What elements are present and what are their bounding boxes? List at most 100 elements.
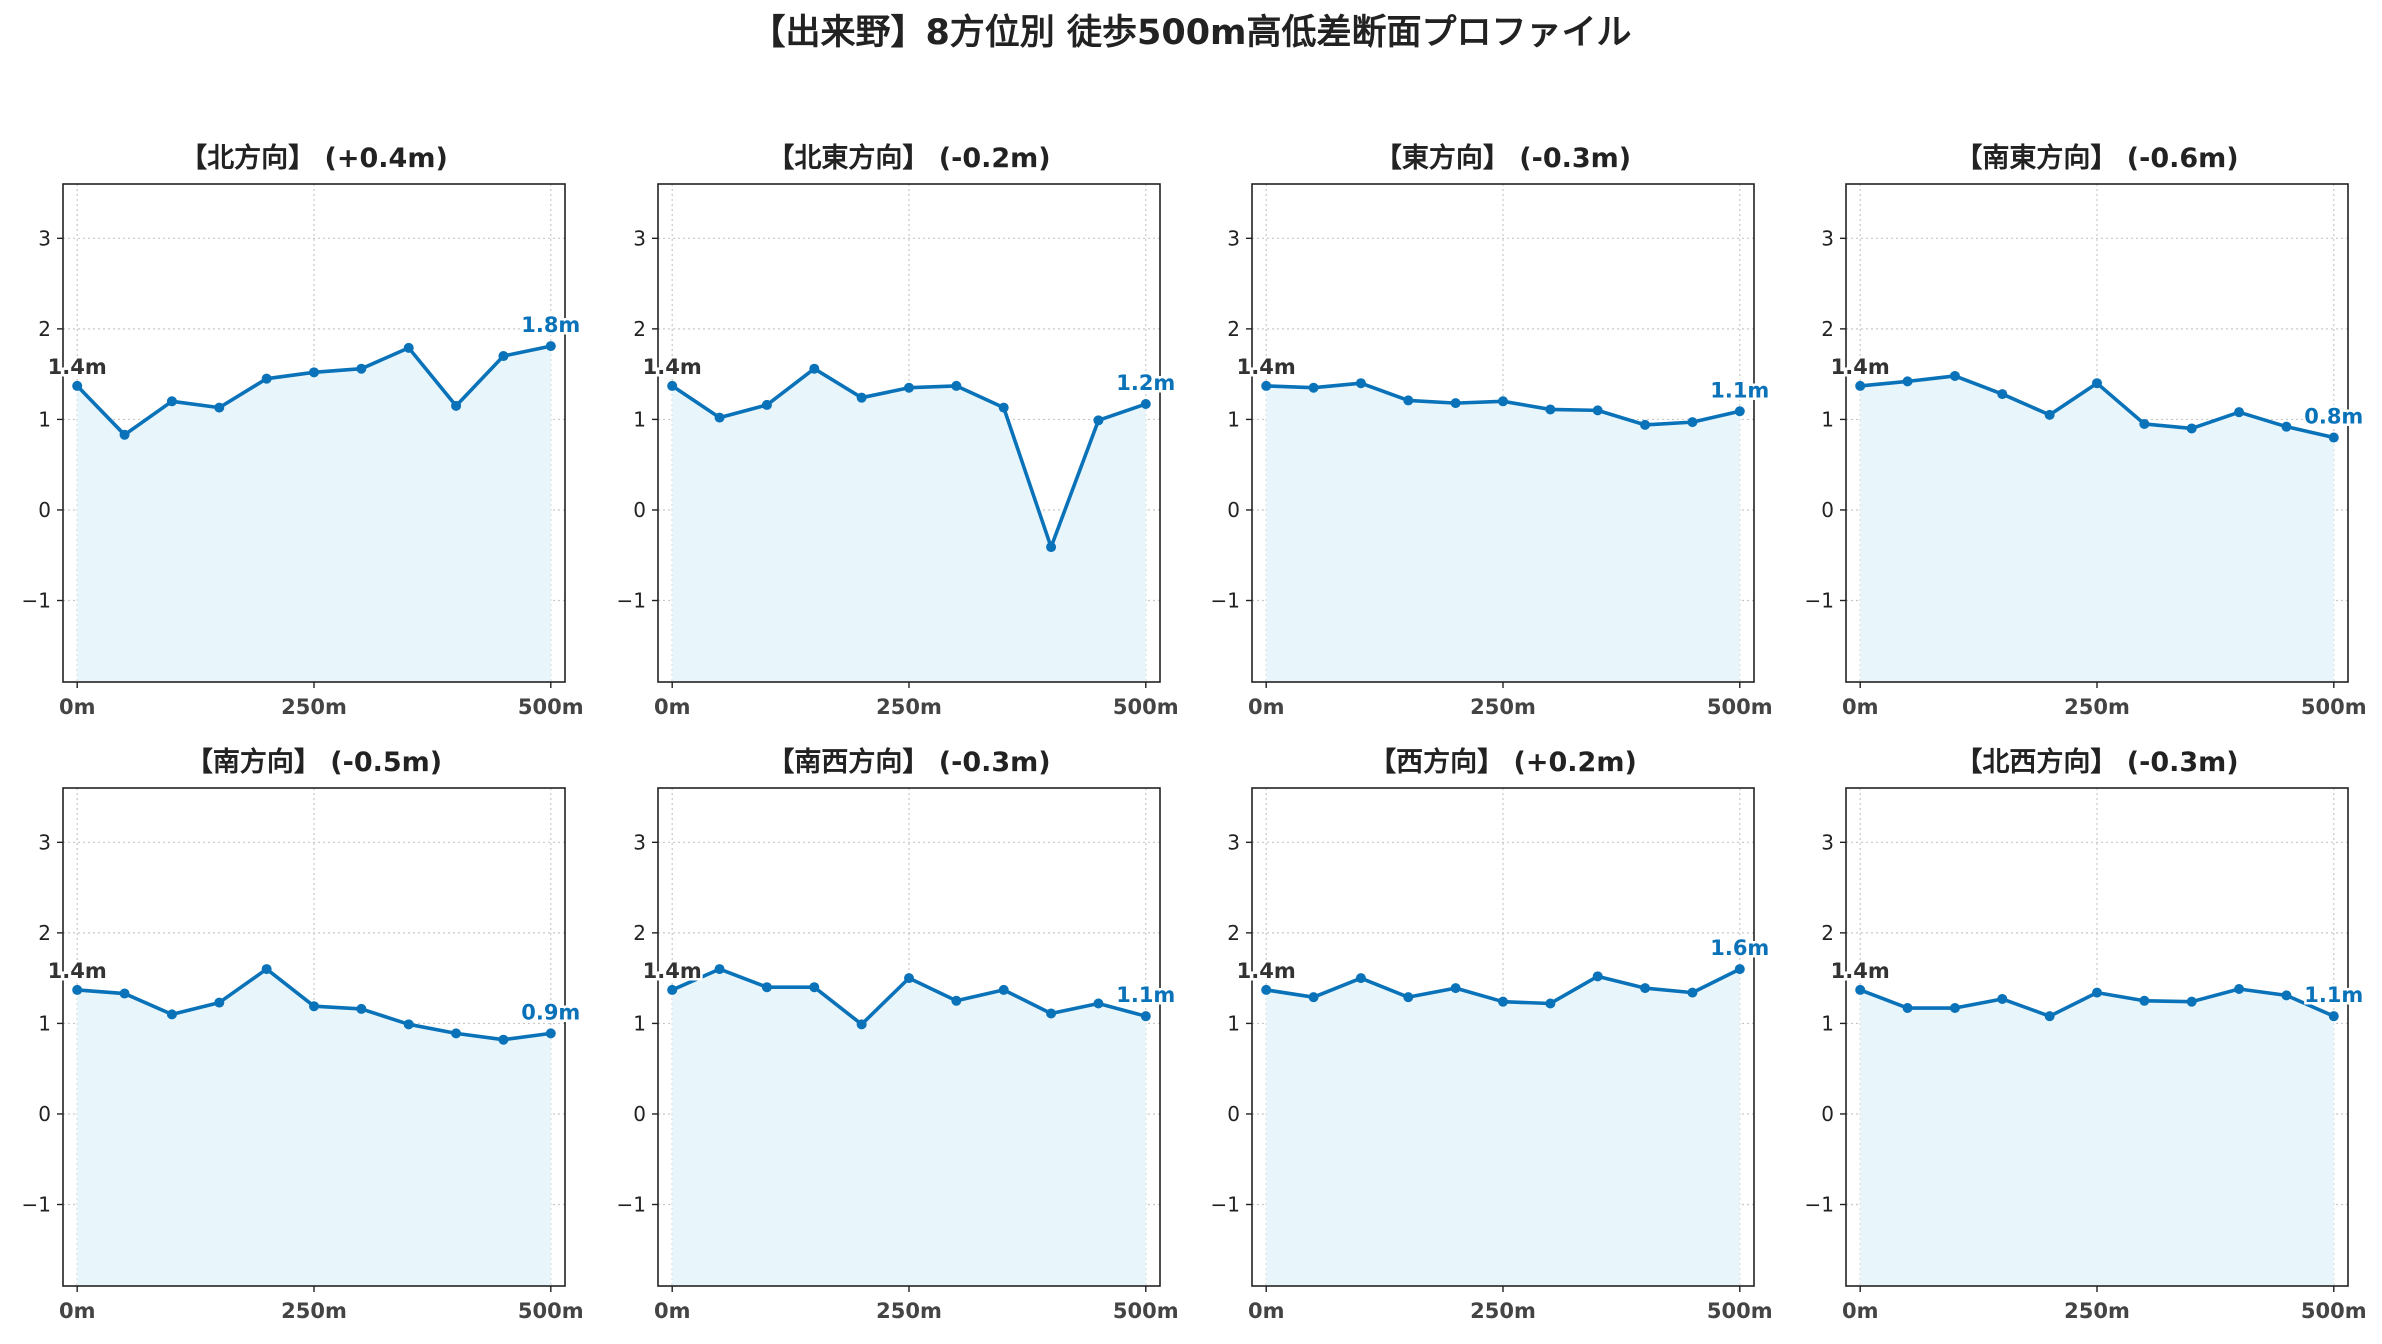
x-tick-label: 500m: [1707, 695, 1773, 719]
data-point: [761, 399, 772, 410]
data-point: [998, 984, 1009, 995]
data-point: [1498, 996, 1508, 1007]
data-point: [2234, 407, 2245, 418]
data-point: [2281, 421, 2292, 432]
start-elevation-label: 1.4m: [1237, 959, 1296, 983]
x-tick-label: 0m: [59, 695, 96, 719]
y-tick-label: 1: [633, 407, 646, 431]
data-point: [72, 380, 83, 391]
end-elevation-label: 0.8m: [2304, 405, 2363, 429]
data-point: [356, 363, 367, 374]
data-point: [1734, 964, 1745, 975]
panel-1: −1 0 1 2 3 0m 250m 500m 【北方向】 (+0.4m) 1.4m 1.8m: [22, 142, 584, 719]
data-point: [2139, 418, 2150, 429]
data-point: [403, 342, 414, 353]
profile-area: [672, 368, 1146, 682]
y-tick-label: 3: [38, 830, 51, 854]
data-point: [667, 984, 678, 995]
start-elevation-label: 1.4m: [643, 959, 702, 983]
data-point: [1093, 998, 1104, 1009]
y-tick-label: 2: [1227, 317, 1240, 341]
data-point: [1403, 395, 1414, 406]
data-point: [1140, 1011, 1151, 1022]
data-point: [856, 392, 867, 403]
data-point: [119, 988, 130, 999]
y-tick-label: 3: [1227, 226, 1240, 250]
data-point: [214, 997, 225, 1008]
data-point: [498, 1034, 509, 1045]
panel-7: −1 0 1 2 3 0m 250m 500m 【西方向】 (+0.2m) 1.4m 1.6m: [1211, 746, 1773, 1323]
data-point: [1640, 419, 1651, 430]
x-tick-label: 0m: [654, 1299, 691, 1323]
x-tick-label: 0m: [1842, 695, 1879, 719]
y-tick-label: −1: [22, 589, 51, 613]
data-point: [1355, 973, 1366, 984]
data-point: [1450, 983, 1461, 994]
data-point: [72, 984, 83, 995]
panel-5: −1 0 1 2 3 0m 250m 500m 【南方向】 (-0.5m) 1.4m 0.9m: [22, 746, 584, 1323]
data-point: [1545, 998, 1556, 1009]
y-tick-label: 3: [38, 226, 51, 250]
data-point: [119, 429, 130, 440]
profile-area: [1266, 383, 1740, 682]
y-tick-label: 1: [633, 1011, 646, 1035]
start-elevation-label: 1.4m: [48, 959, 107, 983]
data-point: [2281, 990, 2292, 1001]
data-point: [1308, 382, 1319, 393]
x-tick-label: 500m: [518, 1299, 584, 1323]
end-elevation-label: 1.1m: [1116, 983, 1175, 1007]
x-tick-label: 250m: [2064, 695, 2130, 719]
data-point: [2234, 984, 2245, 995]
data-point: [451, 400, 462, 411]
y-tick-label: 1: [38, 1011, 51, 1035]
data-point: [2186, 996, 2197, 1007]
profile-area: [1860, 989, 2334, 1286]
data-point: [714, 412, 725, 423]
y-tick-label: 0: [633, 498, 646, 522]
data-point: [1902, 376, 1913, 387]
x-tick-label: 500m: [1113, 1299, 1179, 1323]
y-tick-label: 3: [633, 830, 646, 854]
data-point: [667, 380, 678, 391]
y-tick-label: −1: [617, 1193, 646, 1217]
y-tick-label: 2: [1227, 921, 1240, 945]
y-tick-label: 1: [38, 407, 51, 431]
end-elevation-label: 1.8m: [521, 313, 580, 337]
panel-title: 【北方向】 (+0.4m): [180, 142, 448, 174]
x-tick-label: 500m: [518, 695, 584, 719]
y-tick-label: 0: [38, 498, 51, 522]
data-point: [1498, 396, 1508, 407]
y-tick-label: 3: [1821, 226, 1834, 250]
data-point: [309, 367, 319, 378]
y-tick-label: 2: [1821, 317, 1834, 341]
data-point: [1403, 992, 1414, 1003]
data-point: [1308, 992, 1319, 1003]
data-point: [166, 1009, 177, 1020]
data-point: [403, 1019, 414, 1030]
panel-8: −1 0 1 2 3 0m 250m 500m 【北西方向】 (-0.3m) 1.4m 1.1m: [1805, 746, 2367, 1323]
data-point: [261, 964, 272, 975]
x-tick-label: 500m: [2301, 1299, 2367, 1323]
start-elevation-label: 1.4m: [48, 355, 107, 379]
start-elevation-label: 1.4m: [643, 355, 702, 379]
y-tick-label: 2: [1821, 921, 1834, 945]
profile-area: [672, 969, 1146, 1286]
panel-2: −1 0 1 2 3 0m 250m 500m 【北東方向】 (-0.2m) 1.4m 1.2m: [617, 142, 1179, 719]
data-point: [1687, 417, 1698, 428]
y-tick-label: 2: [633, 317, 646, 341]
data-point: [1687, 987, 1698, 998]
y-tick-label: −1: [1211, 589, 1240, 613]
data-point: [214, 402, 225, 413]
data-point: [1949, 370, 1960, 381]
data-point: [2139, 995, 2150, 1006]
panel-title: 【北東方向】 (-0.2m): [767, 142, 1050, 174]
start-elevation-label: 1.4m: [1831, 355, 1890, 379]
data-point: [1093, 415, 1104, 426]
y-tick-label: 0: [633, 1102, 646, 1126]
data-point: [309, 1001, 319, 1012]
x-tick-label: 500m: [1707, 1299, 1773, 1323]
data-point: [2092, 378, 2102, 389]
data-point: [1592, 405, 1603, 416]
data-point: [1450, 398, 1461, 409]
